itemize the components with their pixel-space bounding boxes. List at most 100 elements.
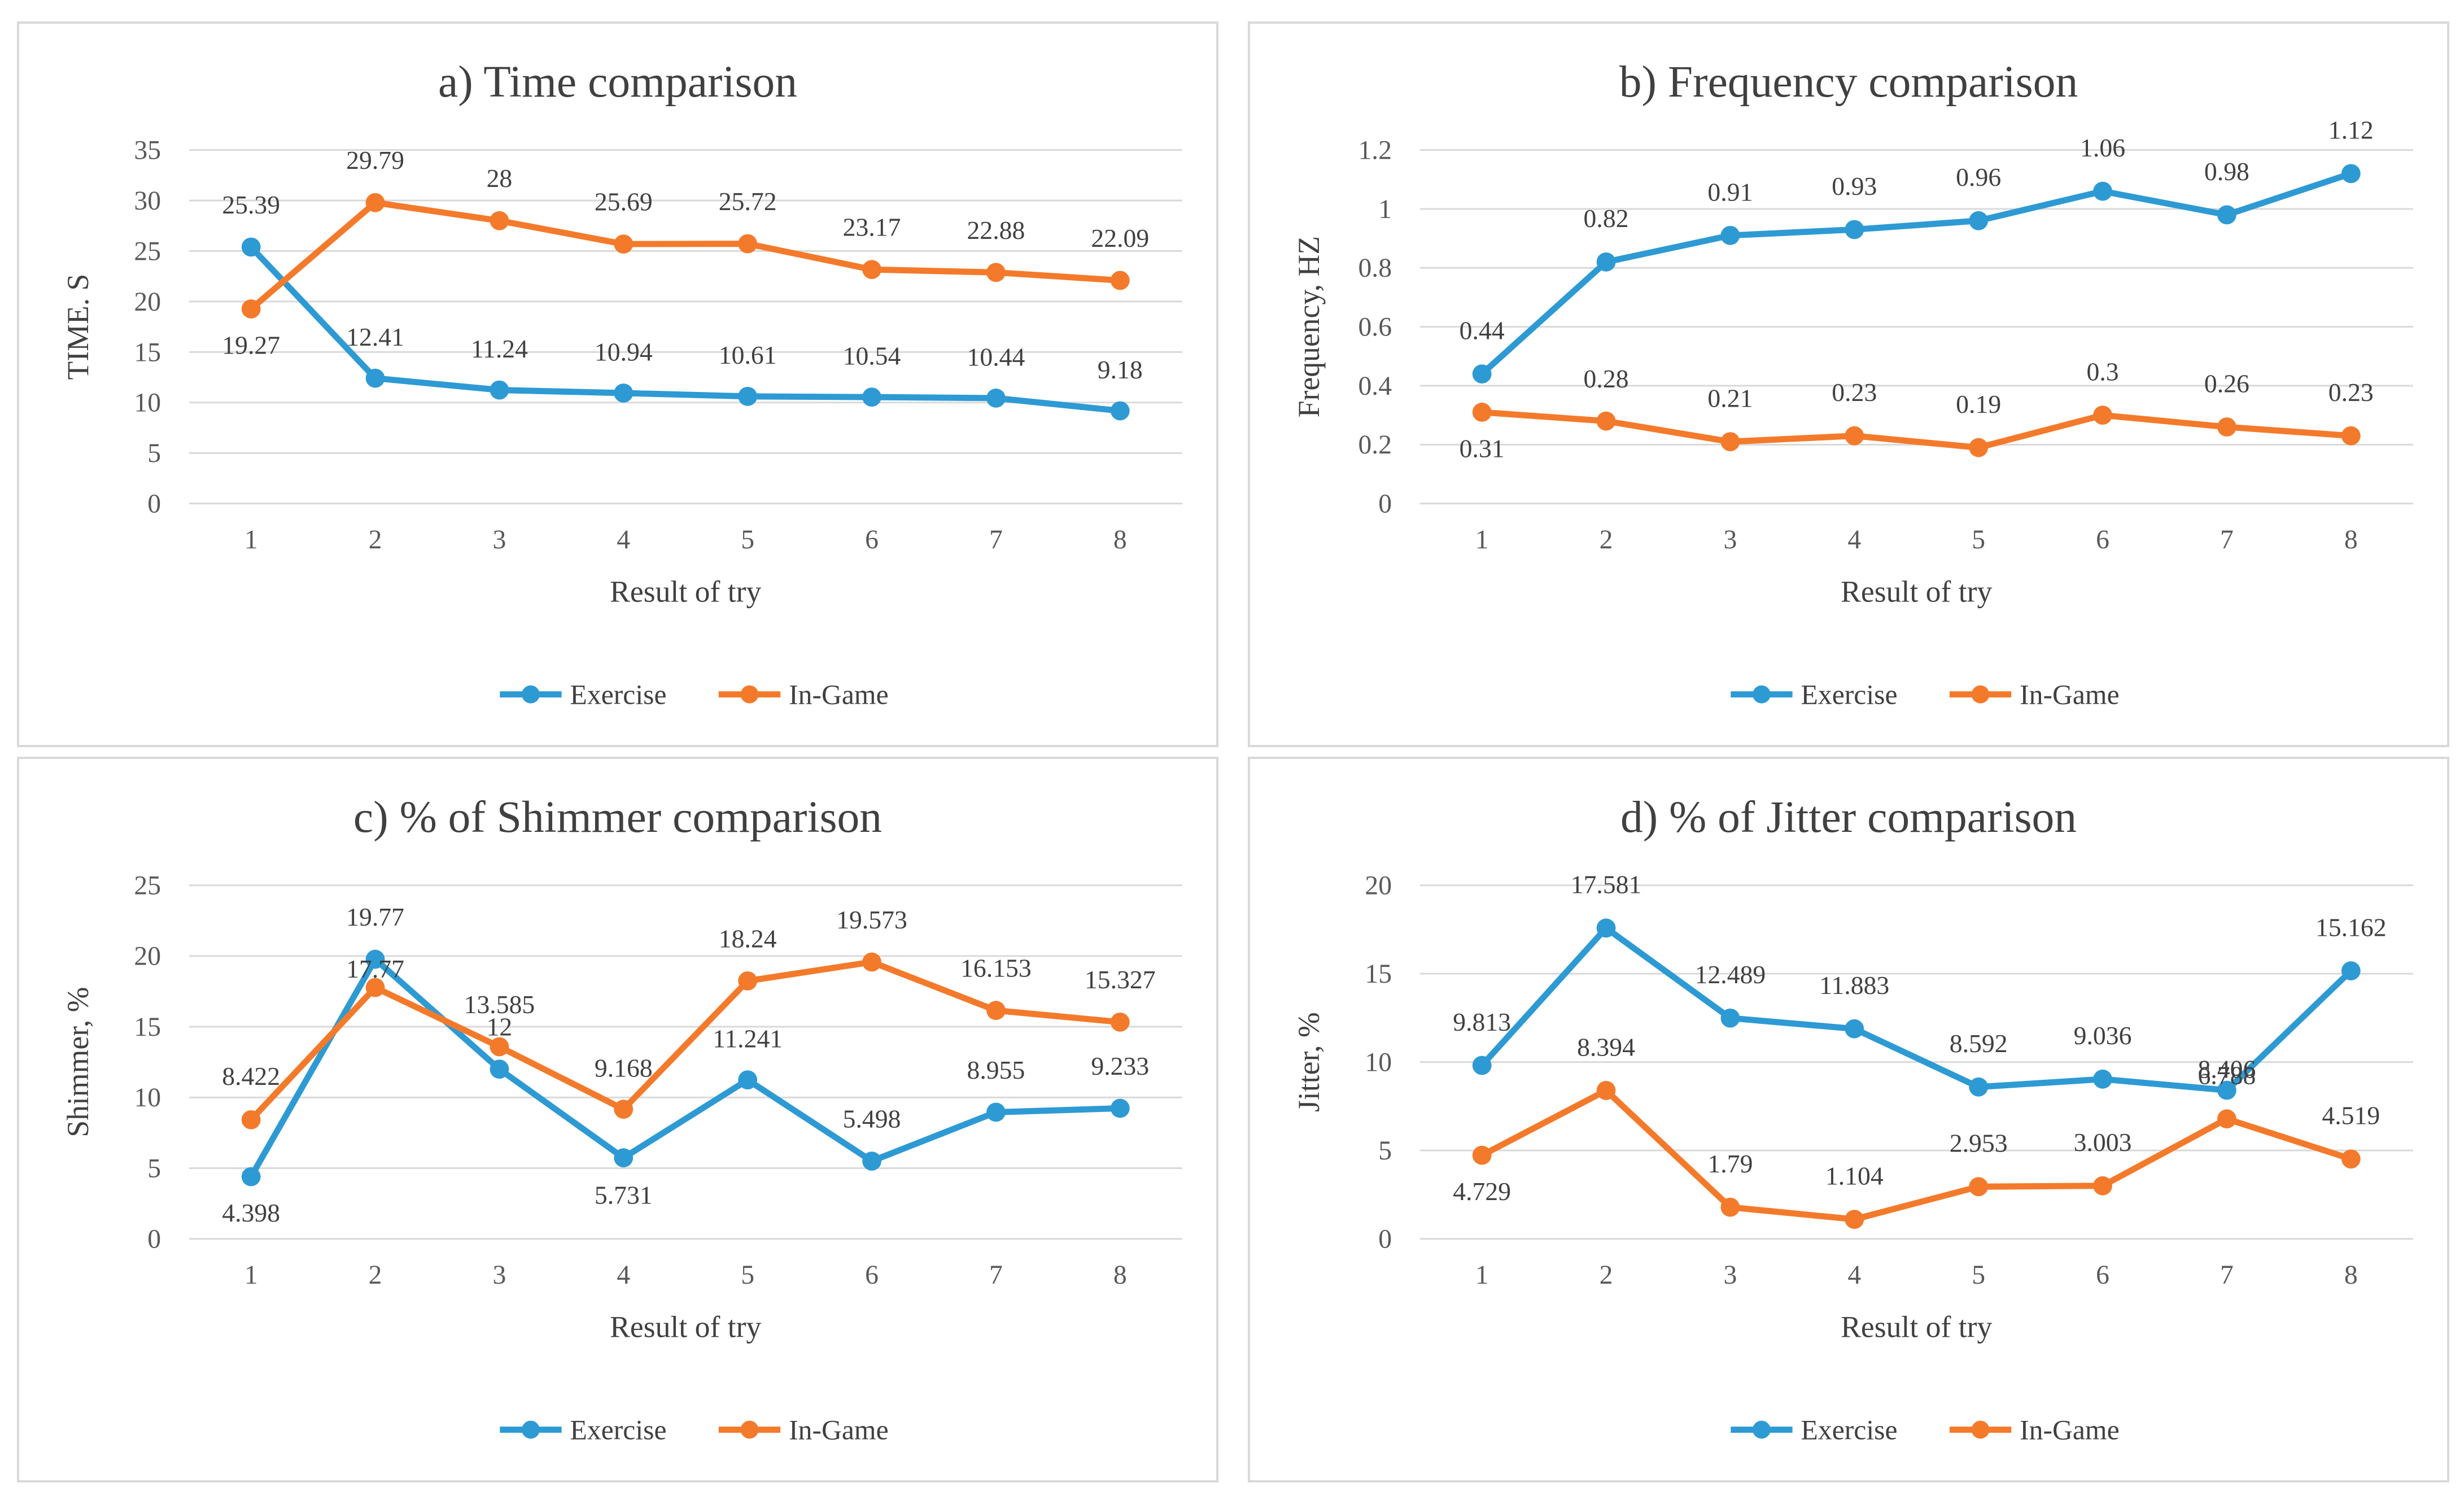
- legend-label-exercise: Exercise: [570, 1414, 667, 1445]
- data-label-exercise: 9.813: [1453, 1008, 1511, 1036]
- data-point-in-game: [2341, 426, 2361, 446]
- data-point-exercise: [862, 387, 881, 407]
- chart-title: c) % of Shimmer comparison: [353, 792, 882, 842]
- data-point-exercise: [1969, 1077, 1989, 1097]
- data-point-exercise: [1596, 918, 1616, 938]
- data-point-exercise: [2341, 164, 2361, 184]
- data-point-in-game: [1110, 1012, 1130, 1032]
- data-point-in-game: [1596, 1081, 1616, 1100]
- x-tick-label: 5: [1972, 525, 1985, 555]
- y-tick-label: 0.8: [1358, 253, 1392, 283]
- data-point-in-game: [241, 1110, 261, 1129]
- data-label-in-game: 8.394: [1577, 1032, 1635, 1061]
- y-tick-label: 15: [134, 1012, 161, 1042]
- data-point-in-game: [862, 260, 881, 280]
- x-tick-label: 8: [2344, 1260, 2358, 1290]
- x-tick-label: 6: [865, 525, 879, 555]
- data-label-in-game: 0.23: [1832, 378, 1877, 407]
- data-label-in-game: 0.19: [1956, 390, 2001, 418]
- data-point-exercise: [1720, 226, 1740, 245]
- data-point-in-game: [862, 952, 881, 972]
- data-label-in-game: 0.21: [1707, 383, 1753, 412]
- data-point-exercise: [490, 1059, 509, 1079]
- y-axis-label: Jitter, %: [1292, 1012, 1326, 1112]
- data-point-exercise: [614, 1148, 634, 1168]
- series-line-in-game: [248, 959, 1124, 1123]
- data-label-in-game: 23.17: [843, 213, 901, 242]
- data-point-in-game: [2217, 417, 2236, 437]
- chart-svg: d) % of Jitter comparison 0 5 10 15 20 1 2 3 4 5 6 7…: [1292, 792, 2413, 1445]
- x-tick-label: 6: [2096, 1260, 2109, 1290]
- data-label-exercise: 19.77: [346, 902, 404, 931]
- chart-svg: a) Time comparison 0 5 10 15 20 25 30 35 1 2 3 4 5 6 7 8…: [61, 57, 1182, 710]
- data-point-in-game: [365, 978, 385, 997]
- series-line-in-game: [248, 199, 1124, 312]
- data-label-in-game: 6.788: [2198, 1061, 2256, 1090]
- series-line-exercise: [1479, 924, 2354, 1094]
- y-tick-label: 1.2: [1358, 135, 1392, 165]
- data-point-exercise: [1969, 211, 1989, 230]
- data-point-in-game: [738, 234, 758, 254]
- data-label-in-game: 22.88: [967, 216, 1025, 245]
- data-label-exercise: 1.06: [2080, 133, 2125, 162]
- data-point-exercise: [241, 237, 261, 257]
- x-tick-label: 4: [1847, 525, 1861, 555]
- y-tick-label: 0: [147, 1224, 161, 1254]
- data-point-exercise: [1110, 401, 1130, 421]
- legend-marker-in-game: [740, 685, 759, 704]
- data-point-in-game: [986, 263, 1006, 282]
- y-tick-label: 15: [134, 337, 161, 367]
- x-tick-label: 3: [1724, 1260, 1737, 1290]
- data-label-in-game: 4.519: [2322, 1101, 2380, 1130]
- y-tick-label: 20: [1365, 870, 1392, 900]
- data-label-in-game: 16.153: [960, 954, 1032, 983]
- data-point-in-game: [1845, 1210, 1864, 1229]
- data-label-in-game: 0.28: [1584, 364, 1629, 393]
- chart-panel-shimmer: c) % of Shimmer comparison 0 5 10 15 20 25 1 2 3 4…: [17, 757, 1218, 1482]
- data-label-in-game: 3.003: [2074, 1128, 2132, 1157]
- data-label-in-game: 29.79: [346, 146, 404, 175]
- x-axis-label: Result of try: [610, 575, 761, 609]
- x-tick-label: 4: [617, 1260, 630, 1290]
- data-label-in-game: 22.09: [1091, 224, 1149, 252]
- y-tick-label: 0.6: [1358, 312, 1392, 342]
- data-point-exercise: [614, 383, 634, 403]
- y-tick-label: 1: [1378, 194, 1392, 224]
- legend-marker-in-game: [1971, 1420, 1990, 1439]
- x-tick-label: 1: [1475, 525, 1489, 555]
- data-point-exercise: [365, 949, 385, 969]
- data-point-in-game: [365, 193, 385, 212]
- x-tick-label: 4: [617, 525, 630, 555]
- data-label-exercise: 10.44: [967, 342, 1025, 371]
- x-axis-label: Result of try: [610, 1310, 761, 1344]
- x-tick-label: 2: [1600, 525, 1613, 555]
- data-label-exercise: 12.41: [346, 322, 404, 351]
- data-point-exercise: [862, 1152, 881, 1171]
- y-tick-label: 20: [134, 287, 161, 317]
- data-label-exercise: 8.406: [2198, 1055, 2256, 1084]
- data-label-in-game: 15.327: [1085, 965, 1156, 994]
- data-point-exercise: [1110, 1098, 1130, 1118]
- data-point-exercise: [1596, 252, 1616, 272]
- chart-panel-frequency: b) Frequency comparison 0 0.2 0.4 0.6 0.8 1 1.2…: [1248, 21, 2449, 747]
- data-label-in-game: 4.729: [1453, 1177, 1511, 1206]
- data-label-exercise: 0.44: [1460, 316, 1505, 345]
- data-label-exercise: 11.241: [713, 1024, 783, 1053]
- x-tick-label: 6: [865, 1260, 879, 1290]
- data-point-exercise: [986, 389, 1006, 408]
- data-label-exercise: 5.498: [843, 1104, 901, 1133]
- legend-label-exercise: Exercise: [1801, 1414, 1898, 1445]
- y-axis-label: Shimmer, %: [61, 987, 95, 1137]
- data-point-exercise: [2217, 205, 2236, 225]
- data-label-exercise: 8.955: [967, 1056, 1025, 1084]
- x-tick-label: 5: [741, 1260, 754, 1290]
- data-point-exercise: [738, 386, 758, 406]
- data-label-in-game: 19.573: [836, 905, 907, 934]
- data-label-in-game: 2.953: [1950, 1129, 2008, 1158]
- legend-marker-exercise: [1753, 1420, 1771, 1439]
- x-tick-label: 1: [244, 525, 258, 555]
- data-label-in-game: 1.79: [1707, 1149, 1753, 1178]
- data-point-in-game: [241, 299, 261, 319]
- x-tick-label: 7: [989, 525, 1003, 555]
